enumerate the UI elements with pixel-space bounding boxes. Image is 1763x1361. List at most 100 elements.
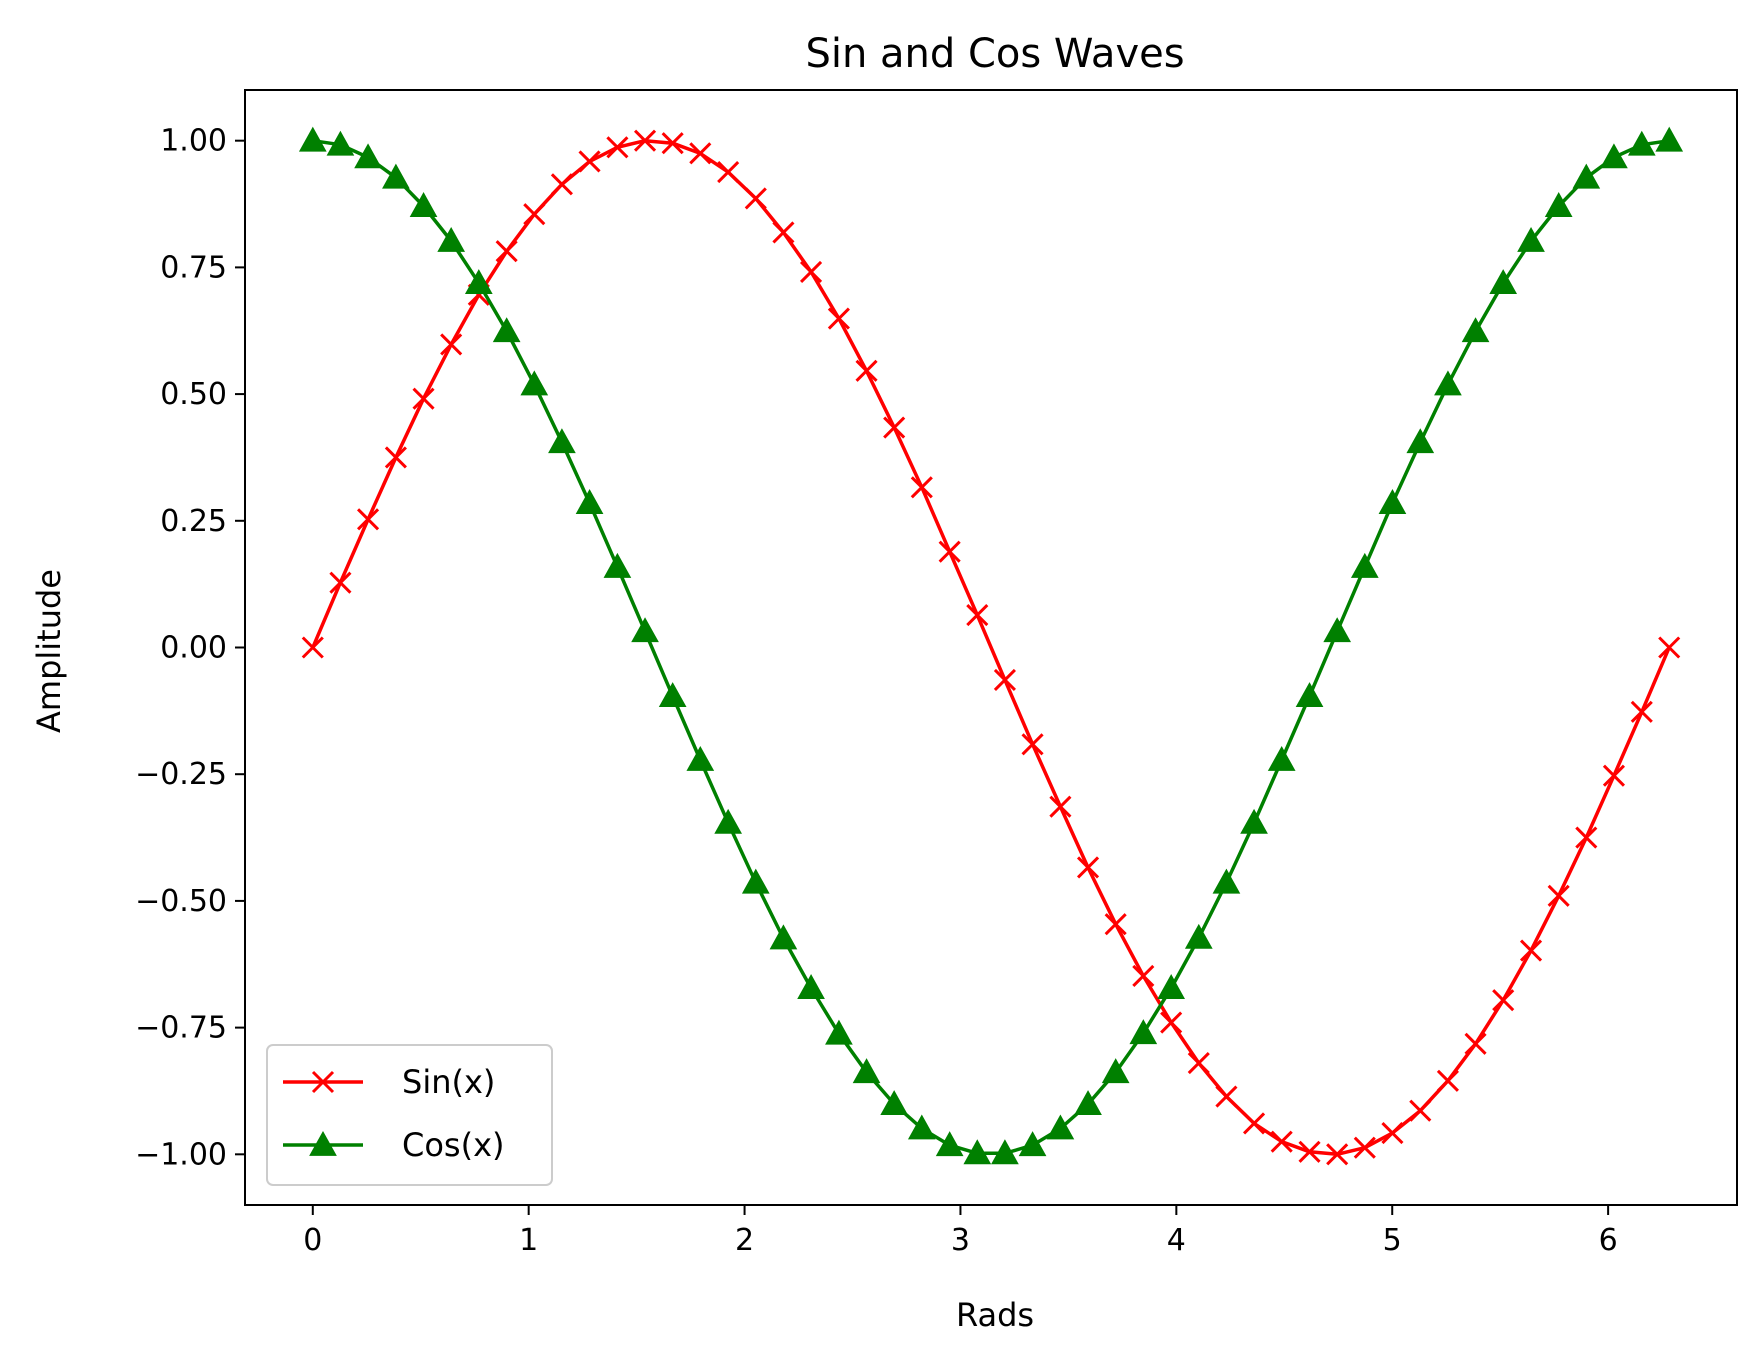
data-point-sinx [799,260,823,284]
data-point-sinx [1575,826,1598,849]
data-point-cosx [1572,163,1601,189]
data-point-sinx [1436,1069,1459,1092]
data-point-cosx [1489,269,1518,294]
data-point-cosx [658,682,687,708]
data-point-sinx [1464,1032,1487,1055]
data-point-sinx [661,132,684,155]
data-point-sinx [993,668,1016,691]
y-axis-label: Amplitude [30,569,68,733]
data-point-cosx [686,745,715,771]
x-axis-label: Rads [956,1296,1034,1334]
data-point-sinx [1353,1136,1376,1159]
data-point-sinx [1602,764,1626,787]
legend-label-sinx: Sin(x) [402,1063,495,1101]
data-point-sinx [1076,856,1100,879]
data-point-cosx [907,1114,936,1140]
data-point-cosx [1350,552,1379,578]
data-point-sinx [744,187,767,210]
data-point-cosx [520,370,549,396]
x-tick-label: 0 [303,1223,322,1258]
series-layer [298,126,1684,1166]
data-point-cosx [1461,317,1490,343]
data-point-cosx [575,489,604,514]
data-point-sinx [855,359,878,382]
data-point-sinx [1270,1130,1293,1153]
data-point-cosx [935,1131,964,1157]
y-tick-label: 0.25 [160,504,227,539]
data-point-sinx [772,221,795,244]
data-point-sinx [495,240,518,263]
data-point-cosx [1434,370,1462,396]
x-tick-label: 6 [1599,1223,1618,1258]
data-point-sinx [356,508,380,531]
data-point-cosx [1655,126,1684,152]
data-point-cosx [326,130,355,156]
data-point-cosx [464,269,493,294]
data-point-cosx [1212,868,1241,894]
series-sinx [301,129,1681,1166]
data-point-sinx [329,571,352,594]
legend-marker-cosx [309,1130,337,1156]
data-point-sinx [1215,1085,1238,1108]
data-point-sinx [1132,964,1155,987]
data-point-cosx [852,1058,881,1084]
data-point-cosx [437,227,466,252]
data-point-sinx [1187,1052,1210,1075]
data-point-sinx [1160,1011,1183,1034]
data-point-cosx [1074,1090,1102,1116]
data-point-cosx [1129,1019,1158,1045]
data-point-sinx [440,333,463,356]
data-point-sinx [523,203,546,226]
data-point-sinx [1492,989,1515,1012]
data-point-sinx [578,150,601,173]
data-point-sinx [1381,1121,1404,1145]
y-tick-label: 0.00 [160,631,227,666]
x-tick-label: 5 [1383,1223,1402,1258]
data-point-sinx [938,540,961,563]
data-point-cosx [1240,808,1268,834]
chart-title: Sin and Cos Waves [805,31,1184,77]
data-point-sinx [384,446,407,469]
data-point-sinx [1104,913,1127,936]
data-point-sinx [910,476,933,499]
data-point-sinx [1519,939,1543,962]
data-point-sinx [883,416,906,439]
data-point-cosx [492,317,521,343]
legend-item-cosx: Cos(x) [283,1126,505,1164]
legend-label-cosx: Cos(x) [402,1126,505,1164]
data-point-cosx [298,126,327,152]
data-point-cosx [354,143,382,169]
y-tick-label: 0.75 [160,250,227,285]
x-tick-label: 1 [519,1223,538,1258]
data-point-cosx [769,924,798,950]
y-tick-label: 1.00 [160,124,227,159]
y-axis: 1.00 0.75 0.50 0.25 0.00 −0.25 −0.50 −0.75 −1.00 [135,124,245,1172]
data-point-cosx [1544,192,1573,217]
data-point-sinx [412,387,435,410]
data-point-sinx [1021,733,1044,756]
data-point-cosx [1517,227,1545,252]
data-point-cosx [631,617,659,643]
data-point-cosx [1323,617,1352,643]
data-point-sinx [717,161,740,184]
data-point-cosx [1378,489,1407,514]
data-point-sinx [1326,1143,1349,1166]
data-point-cosx [1406,428,1435,454]
data-point-sinx [1242,1112,1266,1135]
data-point-sinx [1298,1140,1321,1163]
data-point-cosx [741,868,770,894]
data-point-cosx [714,808,743,834]
legend-box [266,1044,553,1186]
data-point-cosx [880,1090,909,1116]
data-point-sinx [550,173,573,196]
legend: Sin(x) Cos(x) [266,1044,553,1186]
x-axis: 0 1 2 3 4 5 6 [303,1205,1618,1258]
data-point-sinx [1049,795,1072,818]
y-tick-label: −1.00 [135,1137,227,1172]
data-point-cosx [1627,130,1656,156]
data-point-sinx [633,129,657,152]
data-point-cosx [382,163,410,189]
data-point-sinx [606,136,629,159]
data-point-cosx [1267,745,1296,771]
